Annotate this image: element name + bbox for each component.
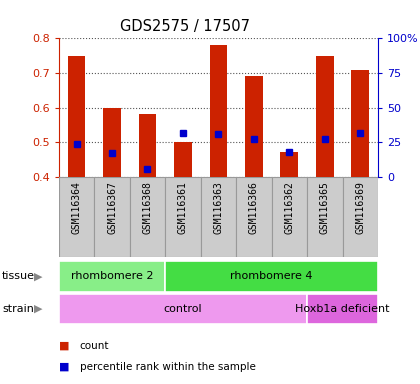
Text: Hoxb1a deficient: Hoxb1a deficient	[295, 304, 390, 314]
Text: ▶: ▶	[34, 304, 42, 314]
Text: count: count	[80, 341, 109, 351]
Bar	[352, 70, 369, 177]
Text: GSM116366: GSM116366	[249, 181, 259, 233]
Bar	[307, 177, 343, 257]
Bar	[236, 177, 272, 257]
Bar	[174, 142, 192, 177]
Text: GSM116365: GSM116365	[320, 181, 330, 233]
Text: GSM116364: GSM116364	[71, 181, 81, 233]
Bar	[307, 294, 378, 324]
Bar	[59, 294, 307, 324]
Bar	[245, 76, 263, 177]
Text: strain: strain	[2, 304, 34, 314]
Text: GSM116367: GSM116367	[107, 181, 117, 233]
Bar	[59, 261, 165, 292]
Text: percentile rank within the sample: percentile rank within the sample	[80, 362, 256, 372]
Bar	[59, 177, 94, 257]
Bar	[316, 56, 333, 177]
Text: GSM116369: GSM116369	[355, 181, 365, 233]
Text: ■: ■	[59, 341, 69, 351]
Bar	[165, 261, 378, 292]
Bar	[130, 177, 165, 257]
Bar	[103, 108, 121, 177]
Text: rhombomere 2: rhombomere 2	[71, 271, 153, 281]
Bar	[139, 114, 156, 177]
Text: rhombomere 4: rhombomere 4	[230, 271, 313, 281]
Bar	[94, 177, 130, 257]
Text: control: control	[164, 304, 202, 314]
Text: ■: ■	[59, 362, 69, 372]
Text: GSM116362: GSM116362	[284, 181, 294, 233]
Text: GDS2575 / 17507: GDS2575 / 17507	[120, 19, 250, 34]
Text: GSM116363: GSM116363	[213, 181, 223, 233]
Bar	[68, 56, 85, 177]
Text: ▶: ▶	[34, 271, 42, 281]
Bar	[343, 177, 378, 257]
Text: GSM116361: GSM116361	[178, 181, 188, 233]
Text: GSM116368: GSM116368	[142, 181, 152, 233]
Bar	[210, 45, 227, 177]
Bar	[165, 177, 201, 257]
Bar	[201, 177, 236, 257]
Bar	[272, 177, 307, 257]
Text: tissue: tissue	[2, 271, 35, 281]
Bar	[281, 152, 298, 177]
